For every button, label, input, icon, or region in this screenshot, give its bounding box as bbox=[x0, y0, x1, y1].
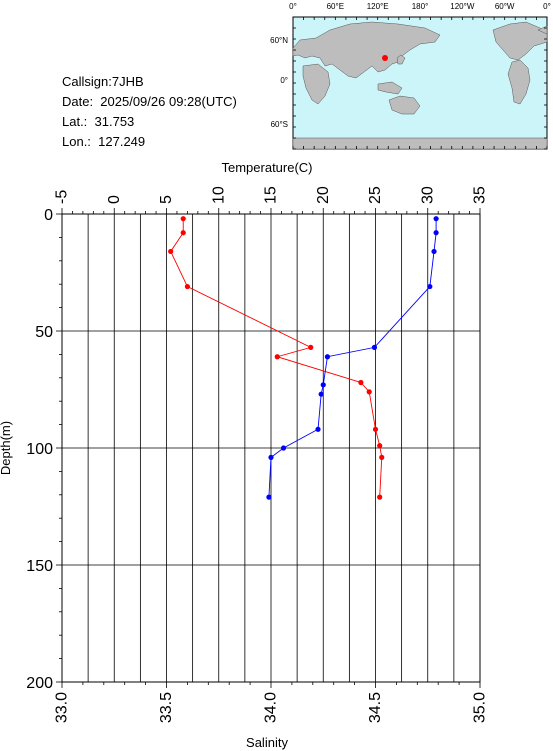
salinity-data-point bbox=[377, 443, 383, 449]
map-lon-label: 120°W bbox=[450, 2, 475, 11]
callsign-text: Callsign:7JHB bbox=[62, 74, 144, 89]
temperature-tick-label: 25 bbox=[367, 186, 384, 204]
date-text: Date: 2025/09/26 09:28(UTC) bbox=[62, 94, 237, 109]
salinity-tick-label: 33.0 bbox=[54, 692, 71, 723]
map-lon-label: 120°E bbox=[367, 2, 389, 11]
temperature-tick-label: 5 bbox=[158, 195, 175, 204]
temperature-tick-label: 0 bbox=[106, 195, 123, 204]
map-lon-label: 60°E bbox=[327, 2, 344, 11]
salinity-data-point bbox=[372, 426, 379, 432]
temperature-tick-label: 20 bbox=[315, 186, 332, 204]
map-left-labels: 60°N 0° 60°S bbox=[270, 36, 288, 129]
map-lat-label: 0° bbox=[280, 76, 288, 85]
salinity-data-point bbox=[358, 379, 364, 386]
salinity-tick-label: 33.5 bbox=[158, 692, 175, 723]
map-lon-label: 0° bbox=[289, 2, 297, 11]
temperature-data-point bbox=[320, 382, 326, 388]
map-lon-label: 0° bbox=[543, 2, 551, 11]
map-lon-label: 180° bbox=[412, 2, 429, 11]
depth-axis-label: Depth(m) bbox=[0, 421, 13, 475]
chart-grid bbox=[61, 213, 481, 683]
depth-tick-label: 200 bbox=[26, 675, 53, 692]
longitude-text: Lon.: 127.249 bbox=[62, 134, 146, 149]
temperature-data-point bbox=[324, 354, 331, 360]
salinity-data-point bbox=[184, 283, 190, 290]
axis-ticks bbox=[56, 208, 481, 688]
temperature-tick-label: 35 bbox=[472, 186, 489, 204]
temperature-profile-line bbox=[268, 218, 437, 498]
temperature-tick-label: 15 bbox=[263, 186, 280, 204]
salinity-data-point bbox=[168, 248, 174, 255]
temperature-data-point bbox=[268, 454, 274, 460]
temperature-tick-label: 10 bbox=[210, 186, 227, 204]
salinity-data-point bbox=[180, 230, 186, 236]
latitude-text: Lat.: 31.753 bbox=[62, 114, 135, 129]
salinity-data-point bbox=[379, 454, 385, 460]
map-lon-label: 60°W bbox=[495, 2, 515, 11]
temperature-data-point bbox=[266, 494, 272, 500]
salinity-axis-label: Salinity bbox=[246, 735, 288, 750]
depth-tick-label: 100 bbox=[26, 441, 53, 458]
salinity-data-point bbox=[366, 389, 372, 395]
station-info: Callsign:7JHB Date: 2025/09/26 09:28(UTC… bbox=[62, 72, 237, 152]
temperature-data-point bbox=[433, 216, 439, 222]
temperature-tick-label: -5 bbox=[54, 190, 71, 204]
temperature-data-point bbox=[371, 344, 378, 350]
temperature-data-point bbox=[315, 426, 321, 432]
temperature-tick-label: 30 bbox=[419, 186, 436, 204]
temperature-data-point bbox=[433, 230, 439, 236]
salinity-data-point bbox=[308, 344, 314, 350]
salinity-tick-label: 34.5 bbox=[367, 692, 384, 723]
map-lat-label: 60°N bbox=[270, 36, 288, 45]
salinity-tick-label: 34.0 bbox=[263, 692, 280, 723]
salinity-data-point bbox=[377, 494, 383, 500]
map-lat-label: 60°S bbox=[271, 120, 288, 129]
depth-tick-label: 150 bbox=[26, 558, 53, 575]
station-marker bbox=[382, 55, 388, 61]
salinity-data-point bbox=[274, 354, 280, 360]
temperature-data-point bbox=[280, 445, 287, 451]
temperature-data-point bbox=[427, 283, 433, 290]
map-ticks bbox=[292, 16, 548, 150]
map-top-labels: 0° 60°E 120°E 180° 120°W 60°W 0° bbox=[289, 2, 551, 11]
data-series bbox=[168, 216, 439, 500]
temperature-axis-label: Temperature(C) bbox=[221, 160, 312, 175]
depth-tick-label: 0 bbox=[44, 207, 53, 224]
temperature-data-point bbox=[318, 391, 324, 397]
location-map: 0° 60°E 120°E 180° 120°W 60°W 0° 60°N 0° 60°S bbox=[270, 2, 551, 150]
salinity-data-point bbox=[180, 216, 186, 222]
depth-tick-label: 50 bbox=[35, 324, 53, 341]
salinity-tick-label: 35.0 bbox=[472, 692, 489, 723]
temperature-data-point bbox=[431, 248, 437, 255]
